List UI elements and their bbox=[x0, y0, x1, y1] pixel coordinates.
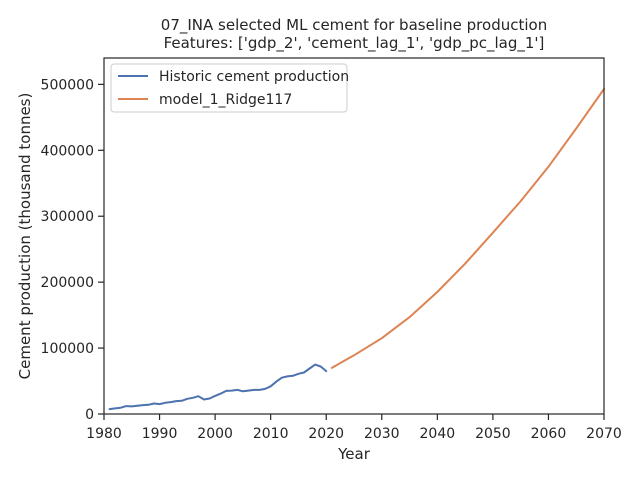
series-lines bbox=[108, 88, 605, 411]
y-tick-label: 500000 bbox=[41, 77, 94, 93]
y-tick-label: 0 bbox=[85, 407, 94, 423]
series-line-historic bbox=[108, 363, 328, 411]
series-line-model bbox=[330, 88, 605, 369]
chart-title-line1: 07_INA selected ML cement for baseline p… bbox=[161, 16, 547, 35]
y-axis-ticks: 0 100000 200000 300000 400000 500000 bbox=[41, 77, 104, 423]
chart-title-line2: Features: ['gdp_2', 'cement_lag_1', 'gdp… bbox=[164, 34, 545, 53]
x-tick-label: 1990 bbox=[142, 426, 178, 442]
x-tick-label: 2040 bbox=[420, 426, 456, 442]
legend-label-historic: Historic cement production bbox=[159, 69, 349, 85]
legend-label-model: model_1_Ridge117 bbox=[159, 92, 292, 108]
x-tick-label: 2070 bbox=[586, 426, 622, 442]
plot-frame bbox=[103, 57, 605, 415]
legend: Historic cement production model_1_Ridge… bbox=[110, 63, 349, 113]
y-tick-label: 200000 bbox=[41, 275, 94, 291]
y-tick-label: 100000 bbox=[41, 341, 94, 357]
legend-box bbox=[110, 63, 348, 113]
x-tick-label: 2030 bbox=[364, 426, 400, 442]
x-tick-label: 2000 bbox=[197, 426, 233, 442]
x-axis-label: Year bbox=[337, 445, 371, 463]
y-axis-label: Cement production (thousand tonnes) bbox=[16, 93, 34, 380]
y-tick-label: 400000 bbox=[41, 143, 94, 159]
x-tick-label: 1980 bbox=[86, 426, 122, 442]
x-tick-label: 2050 bbox=[475, 426, 511, 442]
y-tick-label: 300000 bbox=[41, 209, 94, 225]
x-tick-label: 2060 bbox=[531, 426, 567, 442]
x-axis-ticks: 1980 1990 2000 2010 2020 2030 2040 2050 2060 2070 bbox=[86, 414, 622, 442]
x-tick-label: 2020 bbox=[308, 426, 344, 442]
x-tick-label: 2010 bbox=[253, 426, 289, 442]
